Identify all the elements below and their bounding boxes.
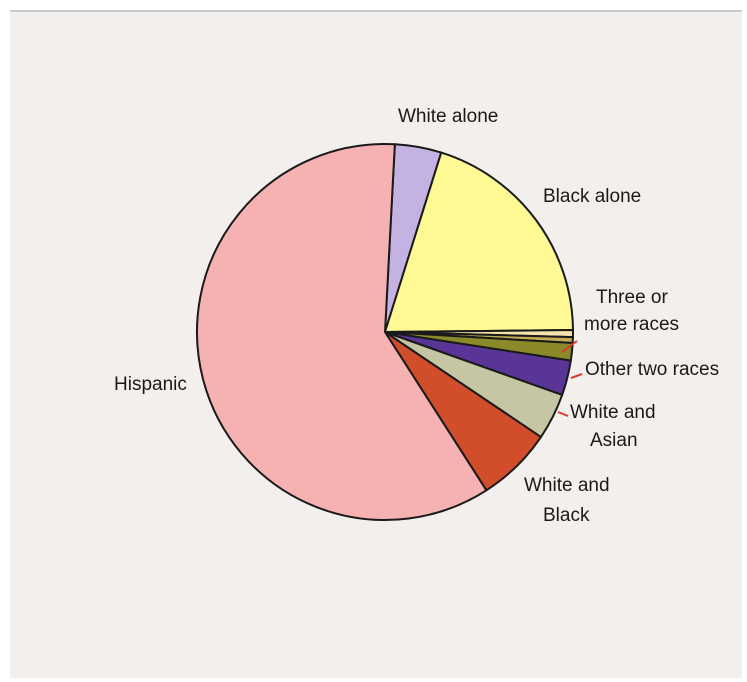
slice-label-hispanic: Hispanic <box>114 374 187 395</box>
slice-label-white-and-black: White and Black <box>524 475 615 526</box>
pie-slice-8 <box>196 143 488 521</box>
leader-lines <box>557 340 583 417</box>
leader-line-white-asian <box>557 411 569 417</box>
slice-label-white-alone: White alone <box>398 106 498 127</box>
slice-label-black-alone: Black alone <box>543 186 641 207</box>
pie-slices <box>196 143 575 521</box>
pie-slice-1 <box>384 151 574 333</box>
slice-label-three-or-more-races: Three or more races <box>584 287 679 335</box>
slice-label-other-two-races: Other two races <box>585 359 719 380</box>
slice-label-white-and-asian: White and Asian <box>570 402 661 451</box>
leader-line-three-or-more <box>561 340 578 353</box>
leader-line-other-two <box>570 373 583 379</box>
